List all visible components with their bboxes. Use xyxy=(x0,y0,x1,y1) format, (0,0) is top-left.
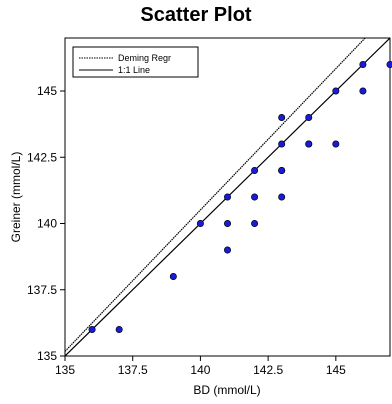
axis-ticks: 135 137.5 140 142.5 145 135 137.5 140 142.5 145 xyxy=(27,84,346,377)
x-tick-label: 135 xyxy=(55,363,75,377)
x-tick-label: 137.5 xyxy=(118,363,148,377)
y-tick-label: 135 xyxy=(37,349,57,363)
data-point xyxy=(224,220,232,228)
y-axis-label: Greiner (mmol/L) xyxy=(9,152,23,243)
y-tick-label: 142.5 xyxy=(27,150,57,164)
data-point xyxy=(115,325,123,333)
data-point xyxy=(88,325,96,333)
data-point xyxy=(278,140,286,148)
series-line-0 xyxy=(65,38,366,352)
y-tick-label: 137.5 xyxy=(27,283,57,297)
data-points xyxy=(88,60,392,333)
data-point xyxy=(278,167,286,175)
legend-box xyxy=(72,46,199,78)
data-point xyxy=(251,167,259,175)
data-point xyxy=(305,140,313,148)
x-axis-label: BD (mmol/L) xyxy=(193,383,260,397)
data-point xyxy=(278,193,286,201)
legend: Deming Regr 1:1 Line xyxy=(72,46,199,78)
x-tick-label: 140 xyxy=(190,363,210,377)
data-point xyxy=(359,87,367,95)
legend-label-1-1-line: 1:1 Line xyxy=(118,65,150,75)
data-point xyxy=(332,140,340,148)
x-tick-label: 145 xyxy=(326,363,346,377)
data-point xyxy=(251,220,259,228)
data-point xyxy=(224,193,232,201)
y-tick-label: 145 xyxy=(37,84,57,98)
data-point xyxy=(278,114,286,122)
data-point xyxy=(386,61,392,68)
data-point xyxy=(359,60,367,68)
data-point xyxy=(305,114,313,122)
plot-frame xyxy=(64,37,391,357)
data-point xyxy=(224,246,232,254)
data-point xyxy=(196,220,204,228)
chart-title: Scatter Plot xyxy=(140,4,252,26)
legend-label-deming-regr: Deming Regr xyxy=(118,53,171,63)
data-point xyxy=(169,272,177,280)
y-tick-label: 140 xyxy=(37,217,57,231)
x-tick-label: 142.5 xyxy=(253,363,283,377)
data-point xyxy=(251,193,259,201)
data-point xyxy=(332,87,340,95)
